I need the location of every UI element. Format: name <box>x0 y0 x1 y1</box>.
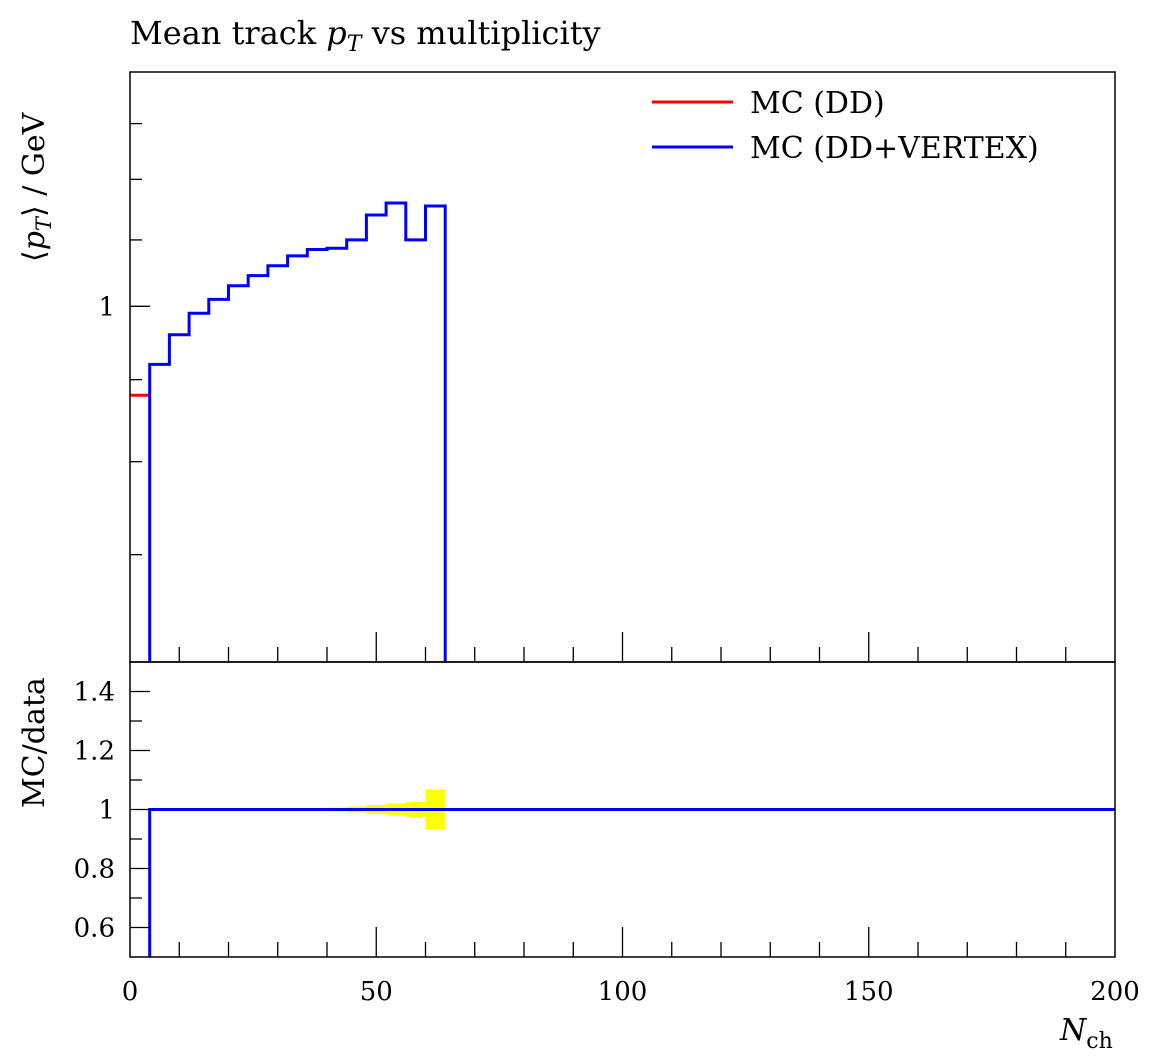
axis-tick-labels: 0 50 100 150 200 1 0.6 0.8 1 1.2 1.4 <box>74 292 1140 1007</box>
y-tick-label-ratio: 1 <box>98 796 115 826</box>
ratio-line-mc-dd-vertex <box>148 808 1115 957</box>
x-tick-label: 150 <box>844 977 894 1007</box>
x-tick-label: 100 <box>598 977 648 1007</box>
y-tick-label-ratio: 0.6 <box>74 914 115 944</box>
legend: MC (DD) MC (DD+VERTEX) <box>652 86 1039 166</box>
x-tick-label: 0 <box>122 977 139 1007</box>
x-axis-label: Nch <box>1059 1013 1113 1054</box>
y-tick-label-ratio: 1.4 <box>74 678 115 708</box>
ratio-panel-frame <box>129 661 1116 958</box>
series-line-mc-dd-vertex <box>148 201 447 662</box>
y-tick-label-ratio: 1.2 <box>74 737 115 767</box>
ratio-series-group <box>148 808 1115 957</box>
y-axis-label-main: ⟨pT⟩ / GeV <box>17 111 56 262</box>
x-tick-label: 200 <box>1090 977 1140 1007</box>
y-tick-label-main: 1 <box>98 292 115 322</box>
x-tick-label: 50 <box>360 977 393 1007</box>
y-axis-label-ratio: MC/data <box>17 677 52 808</box>
chart-title: Mean track pT vs multiplicity <box>130 14 601 57</box>
main-series-group <box>130 201 447 662</box>
axis-ticks <box>130 122 1067 957</box>
legend-label-mc-dd: MC (DD) <box>750 86 885 121</box>
legend-label-mc-dd-vertex: MC (DD+VERTEX) <box>750 131 1039 166</box>
y-tick-label-ratio: 0.8 <box>74 855 115 885</box>
